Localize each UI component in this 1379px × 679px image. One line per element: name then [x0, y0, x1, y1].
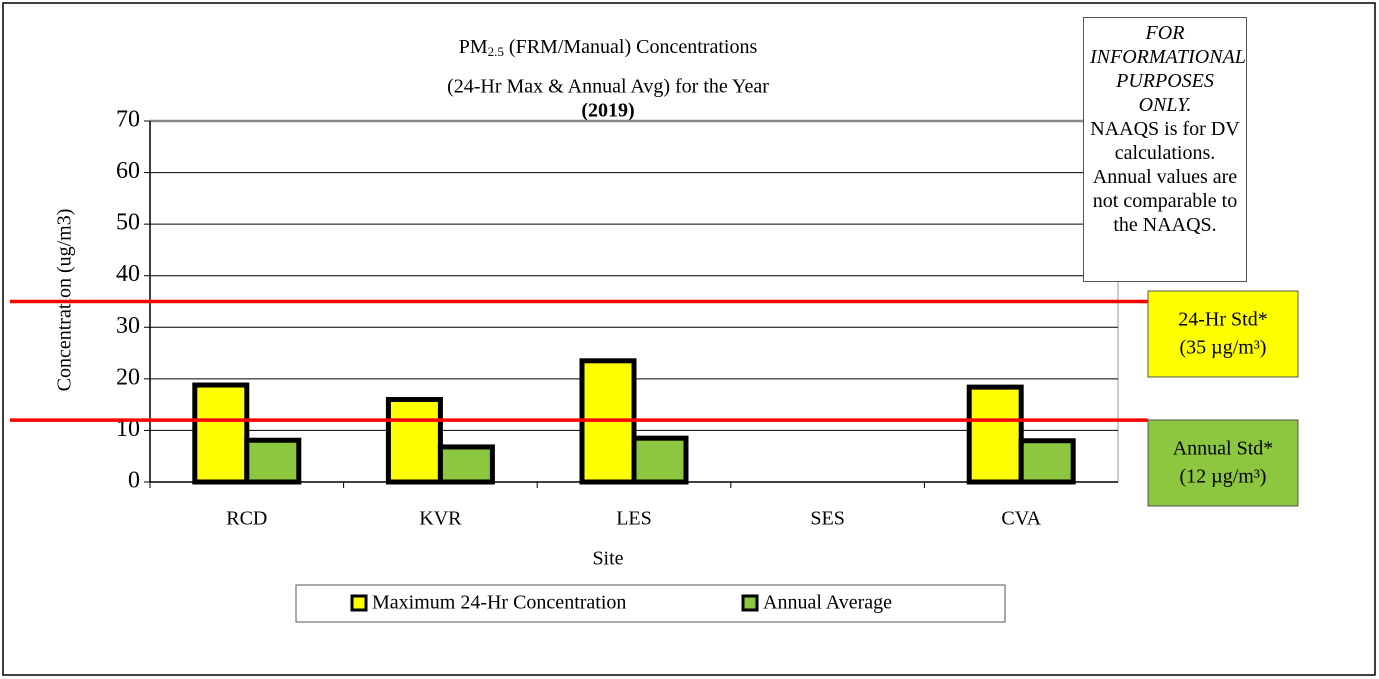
x-tick-label: LES — [616, 508, 652, 530]
legend — [295, 584, 1006, 623]
x-tick-label: SES — [810, 508, 844, 530]
y-tick-label: 20 — [116, 364, 140, 390]
bar — [192, 382, 250, 485]
chart-subtitle: (24-Hr Max & Annual Avg) for the Year — [447, 76, 769, 98]
y-tick-label: 0 — [128, 468, 140, 494]
y-tick-label: 30 — [116, 313, 140, 339]
x-tick-label: RCD — [226, 508, 267, 530]
legend-swatch — [741, 594, 759, 612]
bar — [1018, 438, 1076, 485]
y-tick-label: 50 — [116, 210, 140, 236]
bar — [244, 437, 302, 485]
note-italic: FOR INFORMATIONAL PURPOSES ONLY. — [1090, 22, 1246, 116]
note-text: NAAQS is for DV calculations. Annual val… — [1090, 118, 1240, 236]
legend-label: Annual Average — [763, 592, 892, 614]
y-tick-label: 70 — [116, 107, 140, 133]
bar — [631, 435, 689, 485]
y-tick-label: 60 — [116, 158, 140, 184]
x-axis-title: Site — [592, 548, 623, 570]
year-label: (2019) — [581, 100, 634, 122]
x-tick-label: KVR — [419, 508, 462, 530]
reference-unit: (12 µg/m³) — [1180, 466, 1267, 488]
note-box: FOR INFORMATIONAL PURPOSES ONLY. NAAQS i… — [1083, 17, 1247, 282]
reference-box — [1147, 290, 1299, 378]
bar — [437, 444, 495, 485]
x-tick-label: CVA — [1001, 508, 1041, 530]
legend-swatch — [350, 594, 368, 612]
chart-title: PM2.5 (FRM/Manual) Concentrations — [459, 36, 758, 59]
reference-label: 24-Hr Std* — [1178, 309, 1267, 331]
reference-box — [1147, 419, 1299, 507]
reference-label: Annual Std* — [1173, 438, 1274, 460]
bar — [385, 396, 443, 485]
reference-unit: (35 µg/m³) — [1180, 337, 1267, 359]
legend-label: Maximum 24-Hr Concentration — [372, 592, 626, 614]
y-tick-label: 40 — [116, 261, 140, 287]
bar — [966, 384, 1024, 485]
